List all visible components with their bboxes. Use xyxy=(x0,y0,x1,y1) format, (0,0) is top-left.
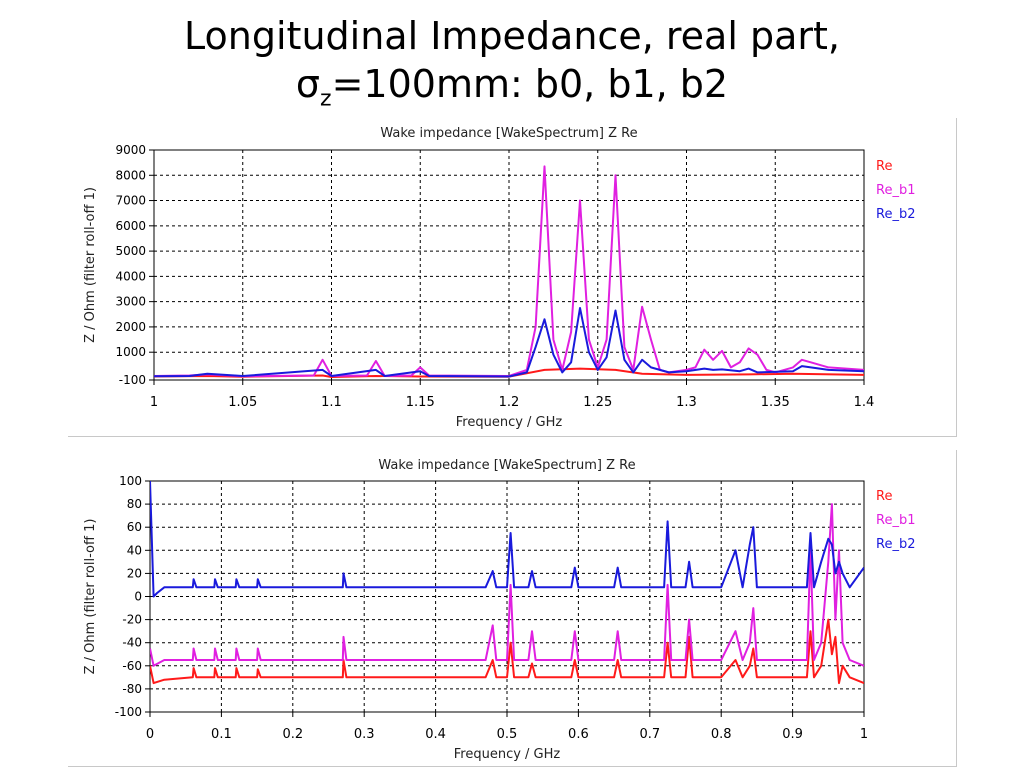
y-tick-label: -80 xyxy=(122,682,142,696)
y-tick-label: 1000 xyxy=(115,345,146,359)
legend-entry-re-b2: Re_b2 xyxy=(876,537,915,552)
x-tick-label: 1.4 xyxy=(854,395,875,410)
x-tick-label: 1 xyxy=(860,727,868,742)
x-tick-label: 1.3 xyxy=(676,395,697,410)
x-tick-label: 0.1 xyxy=(211,727,232,742)
legend-entry-re: Re xyxy=(876,489,892,504)
x-tick-label: 1.1 xyxy=(321,395,342,410)
y-tick-label: 20 xyxy=(127,566,142,580)
y-tick-label: -100 xyxy=(119,373,146,387)
y-axis-label: Z / Ohm (filter roll-off 1) xyxy=(83,519,98,675)
series-line-re-b2 xyxy=(154,307,864,378)
y-tick-label: 7000 xyxy=(115,194,146,208)
y-tick-label: 2000 xyxy=(115,320,146,334)
x-tick-label: 0.6 xyxy=(568,727,589,742)
series-line-re-b2 xyxy=(150,481,864,598)
x-tick-label: 0.9 xyxy=(782,727,803,742)
chart-top: Wake impedance [WakeSpectrum] Z Re 1 1.05 1… xyxy=(83,126,915,430)
series-line-re-b1 xyxy=(154,165,864,378)
series-line-re-b1 xyxy=(150,503,864,667)
legend-entry-re-b1: Re_b1 xyxy=(876,513,915,528)
chart-title: Wake impedance [WakeSpectrum] Z Re xyxy=(378,458,635,473)
sigma-symbol: σ xyxy=(295,62,321,106)
y-tick-label: 8000 xyxy=(115,168,146,182)
slide-title-rest: =100mm: b0, b1, b2 xyxy=(331,62,729,106)
legend-entry-re: Re xyxy=(876,159,892,174)
slide-title: Longitudinal Impedance, real part, σz=10… xyxy=(0,12,1024,124)
y-tick-label: -60 xyxy=(122,659,142,673)
y-tick-label: 3000 xyxy=(115,295,146,309)
y-tick-label: 4000 xyxy=(115,269,146,283)
chart-panel-bottom: Wake impedance [WakeSpectrum] Z Re 0 0.1 0.… xyxy=(68,450,957,767)
chart-bottom: Wake impedance [WakeSpectrum] Z Re 0 0.1 0.… xyxy=(83,458,915,762)
chart-title: Wake impedance [WakeSpectrum] Z Re xyxy=(380,126,637,141)
x-tick-label: 1.15 xyxy=(406,395,435,410)
legend-entry-re-b2: Re_b2 xyxy=(876,207,915,222)
y-axis-label: Z / Ohm (filter roll-off 1) xyxy=(83,187,98,343)
series-line-re xyxy=(150,618,864,685)
plot-frame xyxy=(153,149,865,381)
x-tick-label: 0.7 xyxy=(639,727,660,742)
chart-panel-top: Wake impedance [WakeSpectrum] Z Re 1 1.05 1… xyxy=(68,118,957,437)
y-tick-label: 80 xyxy=(127,497,142,511)
x-tick-label: 0.5 xyxy=(497,727,518,742)
slide-title-line1: Longitudinal Impedance, real part, xyxy=(184,14,840,58)
x-tick-label: 0.2 xyxy=(282,727,303,742)
y-tick-label: -20 xyxy=(122,613,142,627)
x-tick-label: 0.3 xyxy=(354,727,375,742)
x-tick-label: 0.8 xyxy=(711,727,732,742)
slide-title-line2: σz=100mm: b0, b1, b2 xyxy=(0,60,1024,124)
x-tick-label: 1.35 xyxy=(761,395,790,410)
x-tick-label: 1.2 xyxy=(499,395,520,410)
x-axis-label: Frequency / GHz xyxy=(456,415,563,430)
y-tick-label: 60 xyxy=(127,520,142,534)
x-tick-label: 1.25 xyxy=(583,395,612,410)
y-tick-label: -100 xyxy=(115,705,142,719)
y-tick-label: 6000 xyxy=(115,219,146,233)
x-tick-label: 0 xyxy=(146,727,154,742)
y-tick-label: 40 xyxy=(127,543,142,557)
plot-frame xyxy=(149,480,865,713)
x-tick-label: 1 xyxy=(150,395,158,410)
legend-entry-re-b1: Re_b1 xyxy=(876,183,915,198)
x-axis-label: Frequency / GHz xyxy=(454,747,561,762)
x-tick-label: 1.05 xyxy=(228,395,257,410)
y-tick-label: 100 xyxy=(119,474,142,488)
y-tick-label: 0 xyxy=(134,590,142,604)
sigma-subscript: z xyxy=(320,86,332,112)
y-tick-label: 5000 xyxy=(115,244,146,258)
x-tick-label: 0.4 xyxy=(425,727,446,742)
y-tick-label: -40 xyxy=(122,636,142,650)
y-tick-label: 9000 xyxy=(115,143,146,157)
